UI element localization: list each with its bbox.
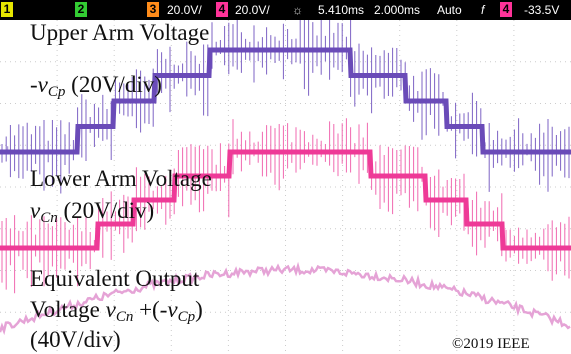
subscript: Cn (116, 309, 134, 325)
channel-4: 4 (216, 2, 228, 17)
scope-screenshot: 1 2 3 20.0V/ 4 20.0V/ ☼ 5.410ms 2.000ms … (0, 0, 571, 354)
lower-scale-label: vCn (20V/div) (30, 198, 154, 227)
channel-3-scale: 20.0V/ (167, 3, 202, 17)
prefix: Voltage (30, 297, 106, 322)
sign: - (30, 72, 38, 97)
subscript: Cn (40, 210, 58, 226)
output-formula: Voltage vCn +(-vCp) (30, 297, 203, 326)
intensity-icon: ☼ (292, 3, 303, 17)
channel-3: 3 (147, 2, 159, 17)
paren: ) (195, 297, 203, 322)
channel-1: 1 (1, 2, 13, 17)
channel-2: 2 (75, 2, 87, 17)
variable: v (30, 198, 40, 223)
status-bar: 1 2 3 20.0V/ 4 20.0V/ ☼ 5.410ms 2.000ms … (0, 0, 571, 20)
variable: v (167, 297, 177, 322)
delay: 5.410ms (318, 3, 364, 17)
output-label: Equivalent Output (30, 266, 199, 292)
output-scale: (40V/div) (30, 327, 121, 353)
trigger-source: 4 (500, 2, 512, 17)
lower-label: Lower Arm Voltage (30, 166, 212, 192)
trigger-mode: Auto (437, 3, 462, 17)
copyright: ©2019 IEEE (452, 336, 530, 353)
channel-4-scale: 20.0V/ (235, 3, 270, 17)
timebase: 2.000ms (374, 3, 420, 17)
operator: +(- (133, 297, 167, 322)
upper-label: Upper Arm Voltage (30, 20, 209, 46)
upper-scale-label: -vCp (20V/div) (30, 72, 162, 101)
channel-marker: ⊥ (3, 145, 13, 157)
subscript: Cp (178, 309, 196, 325)
scale: (20V/div) (58, 198, 154, 223)
variable: v (38, 72, 48, 97)
trigger-level: -33.5V (524, 3, 559, 17)
scale: (20V/div) (65, 72, 161, 97)
subscript: Cp (48, 84, 66, 100)
trigger-slope: f (481, 3, 484, 17)
variable: v (106, 297, 116, 322)
